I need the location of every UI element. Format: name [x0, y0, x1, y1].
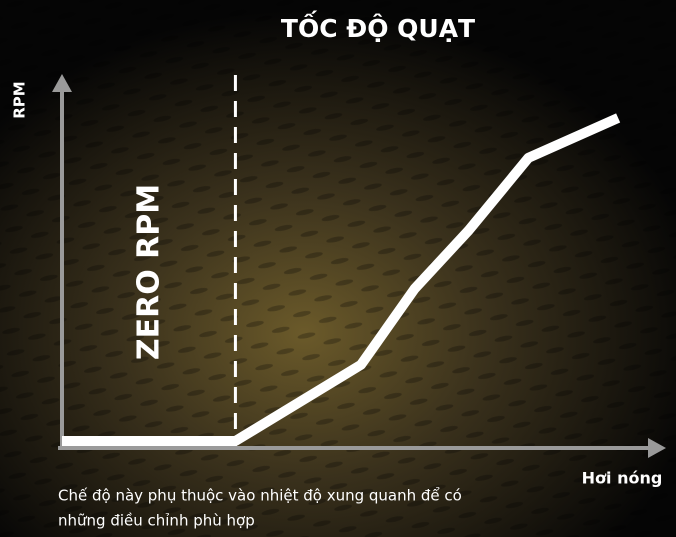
caption: những điều chỉnh phù hợp	[58, 512, 255, 530]
chart-title: TỐC ĐỘ QUẠT	[281, 10, 475, 43]
annotation: ZERO RPM	[132, 184, 167, 360]
x-axis-label: Hơi nóng	[582, 469, 663, 488]
texture	[0, 0, 676, 537]
y-axis-label: RPM	[11, 81, 29, 118]
chart: TỐC ĐỘ QUẠT RPM Hơi nóng Chế độ này phụ …	[0, 0, 676, 537]
page: TỐC ĐỘ QUẠT RPM Hơi nóng Chế độ này phụ …	[0, 0, 676, 537]
caption: Chế độ này phụ thuộc vào nhiệt độ xung q…	[58, 487, 462, 505]
